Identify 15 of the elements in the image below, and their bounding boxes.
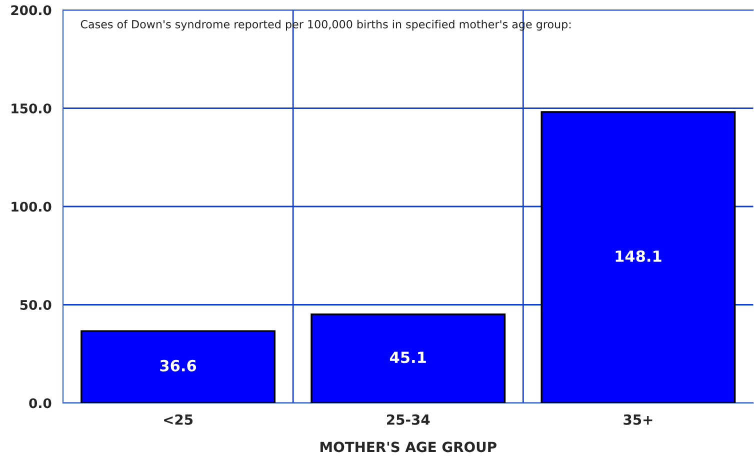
data-label: 45.1 [390, 352, 426, 364]
bar [540, 111, 736, 403]
data-label: 148.1 [616, 250, 662, 262]
x-tick-label: 35+ [624, 414, 652, 425]
y-tick-label: 50.0 [20, 300, 52, 310]
x-tick-label: <25 [164, 414, 193, 425]
y-tick-label: 100.0 [12, 202, 52, 212]
bar [80, 330, 276, 403]
y-tick-label: 200.0 [11, 5, 52, 16]
data-label: 36.6 [160, 360, 196, 372]
y-tick-label: 150.0 [12, 103, 52, 114]
y-tick-label: 0.0 [29, 398, 52, 408]
x-tick-label: 25-34 [387, 414, 430, 425]
x-axis-title: MOTHER'S AGE GROUP [320, 442, 496, 452]
bar [310, 314, 506, 403]
